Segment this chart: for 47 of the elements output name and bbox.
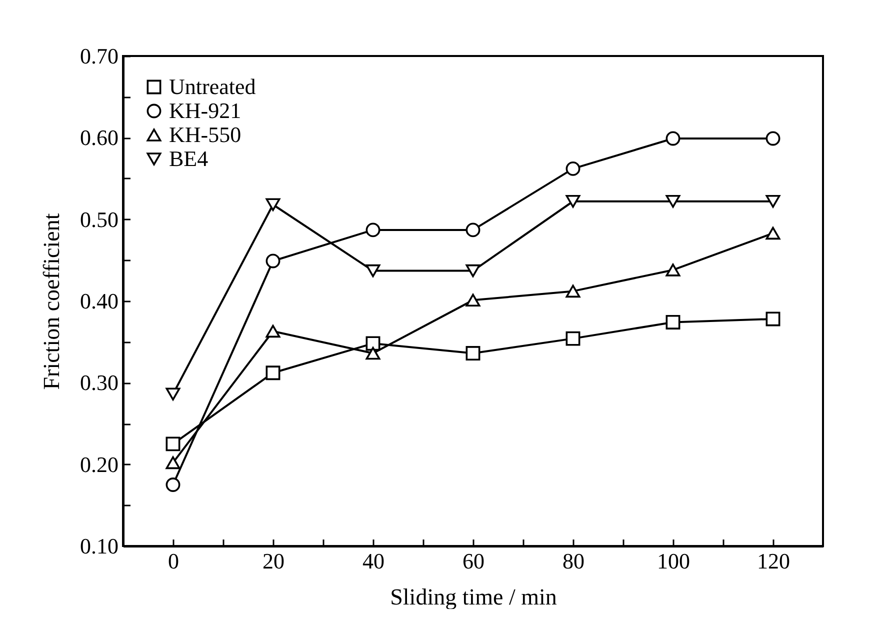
point	[766, 226, 780, 240]
point	[166, 456, 180, 470]
point	[766, 131, 780, 146]
point	[666, 131, 680, 146]
point	[666, 315, 680, 330]
y-tick-label: 0.50	[80, 206, 118, 232]
x-tick-label: 80	[562, 548, 584, 574]
point	[566, 194, 580, 208]
point	[566, 331, 580, 346]
point	[766, 312, 780, 326]
legend-label: KH-550	[169, 122, 242, 147]
x-tick-label: 20	[262, 548, 284, 574]
y-tick-label: 0.70	[80, 44, 118, 68]
point	[366, 264, 380, 278]
x-tick-label: 40	[362, 548, 384, 574]
x-tick-label: 60	[462, 548, 484, 574]
point	[566, 284, 580, 298]
point	[666, 194, 680, 208]
y-tick-label: 0.40	[80, 288, 118, 314]
y-tick-label: 0.10	[80, 534, 118, 558]
point	[466, 346, 480, 360]
y-tick-label: 0.30	[80, 370, 118, 396]
y-tick-label: 0.60	[80, 125, 118, 150]
point	[266, 366, 280, 380]
point	[466, 294, 480, 307]
point	[766, 194, 780, 208]
point	[166, 388, 180, 400]
legend-label: Untreated	[169, 74, 256, 99]
point	[666, 264, 680, 276]
point	[266, 198, 280, 212]
point	[166, 478, 180, 492]
point	[366, 346, 380, 360]
x-tick-label: 100	[657, 548, 690, 574]
point	[266, 254, 280, 268]
point	[466, 222, 480, 238]
point	[366, 336, 380, 351]
point	[566, 161, 580, 176]
point	[466, 264, 480, 278]
point	[266, 324, 280, 338]
x-tick-label: 0	[168, 548, 179, 574]
y-tick-label: 0.20	[80, 452, 118, 477]
legend-label: BE4	[169, 146, 208, 171]
x-tick-label: 120	[757, 548, 790, 574]
point	[166, 436, 180, 452]
point	[366, 222, 380, 238]
y-axis-title: Friction coefficient	[39, 212, 64, 390]
legend-label: KH-921	[169, 98, 242, 123]
